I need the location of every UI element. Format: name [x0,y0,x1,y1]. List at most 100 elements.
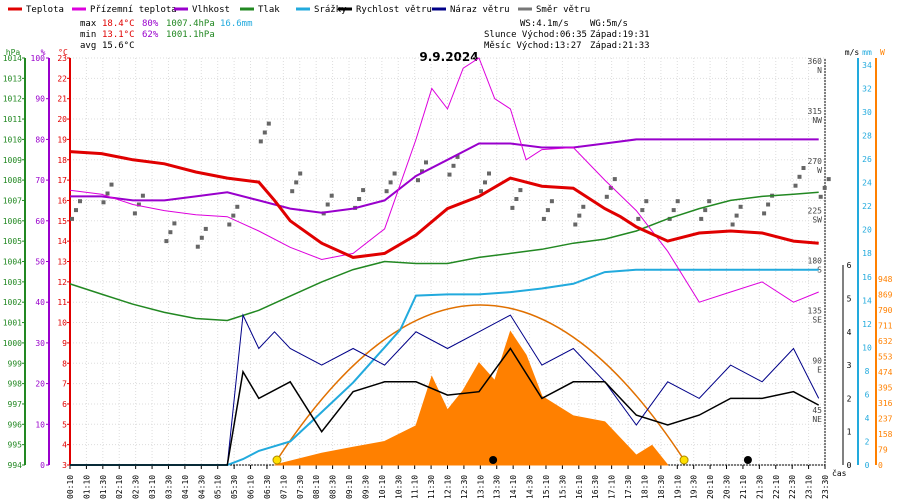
x-tick-label: 05:30 [230,475,239,499]
mm-tick-label: 24 [862,179,872,188]
direction-tick-label: 135 [808,306,823,315]
wind-direction-point [388,180,393,185]
stats-max-temp: 18.4°C [102,19,135,29]
hpa-tick-label: 999 [8,359,23,368]
stats-min-label: min [80,30,96,40]
x-tick-label: 11:10 [411,475,420,499]
pct-tick-label: 10 [35,420,45,429]
celsius-tick-label: 12 [57,278,67,287]
hpa-tick-label: 997 [8,400,23,409]
wm2-tick-label: 395 [878,384,893,393]
sun-set: Západ:19:31 [590,30,650,40]
x-tick-label: 18:10 [640,475,649,499]
axes: 00:10 01:10 01:30 02:10 02:30 03:10 03:30 04:10… [3,48,893,499]
x-tick-label: 02:10 [115,475,124,499]
wind-direction-point [325,202,330,207]
wm2-tick-label: 869 [878,291,893,300]
wind-direction-point [227,222,232,227]
mm-tick-label: 26 [862,155,872,164]
mm-tick-label: 0 [865,461,870,470]
x-tick-label: 21:10 [739,475,748,499]
direction-tick-label: NW [812,116,822,125]
wind-direction-point [231,213,236,218]
wm2-tick-label: 79 [878,446,888,455]
wind-direction-point [818,194,823,199]
wind-direction-point [640,208,645,213]
direction-tick-label: NE [812,415,822,424]
pct-tick-label: 30 [35,339,45,348]
pct-tick-label: 50 [35,258,45,267]
wind-direction-point [109,182,114,187]
wind-direction-point [801,166,806,170]
ground-temperature-line [69,57,819,303]
wind-direction-point [298,171,303,176]
mm-tick-label: 34 [862,61,872,70]
hpa-tick-label: 1000 [3,339,22,348]
wind-direction-point [199,235,204,240]
direction-tick-label: 225 [808,207,823,216]
wm2-tick-label: 553 [878,353,893,362]
x-tick-label: 15:30 [558,475,567,499]
sunrise-marker [272,455,282,465]
celsius-tick-label: 8 [62,359,67,368]
wind-direction-point [451,163,456,168]
wind-direction-point [329,193,334,198]
celsius-tick-label: 22 [57,74,67,83]
x-tick-label: 14:10 [509,475,518,499]
wind-direction-point [136,202,141,207]
x-tick-label: 03:10 [148,475,157,499]
wind-direction-point [357,197,362,201]
wind-direction-point [203,226,208,231]
wind-direction-point [168,230,173,235]
stats-rain-total: 16.6mm [220,19,253,29]
rain-line [70,268,819,466]
mm-tick-label: 4 [865,414,870,423]
wind-direction-point [101,200,106,205]
wind-direction-point [730,222,735,227]
wind-direction-point [487,171,491,176]
x-tick-label: 04:30 [197,475,206,499]
pressure-line [69,191,819,322]
legend-label: Srážky [314,5,347,15]
celsius-tick-label: 18 [57,156,67,165]
x-tick-label: 22:30 [788,475,797,499]
hpa-tick-label: 1012 [3,95,22,104]
direction-tick-label: 45 [812,406,822,415]
x-tick-label: 08:10 [312,475,321,499]
ms-tick-label: 2 [847,394,852,403]
celsius-tick-label: 6 [62,400,67,409]
ms-tick-label: 6 [847,261,852,270]
wind-direction-point [671,208,676,213]
wind-direction-point [416,178,420,183]
pct-tick-label: 80 [35,135,45,144]
direction-tick-label: E [817,365,822,374]
hpa-tick-label: 1008 [3,176,22,185]
wind-direction-point [797,174,802,179]
pct-tick-label: 90 [35,95,45,104]
wind-direction-point [510,205,515,210]
celsius-tick-label: 10 [57,319,67,328]
legend-label: Tlak [258,5,280,15]
hpa-tick-label: 1001 [3,319,22,328]
wind-direction-point [518,188,523,193]
legend-label: Náraz větru [450,5,510,15]
ms-axis-label: m/s [845,48,860,57]
wind-direction-point [541,216,546,221]
celsius-tick-label: 9 [62,339,67,348]
ws-value: WS:4.1m/s [520,19,569,29]
hpa-tick-label: 998 [8,380,23,389]
wind-direction-point [703,208,708,213]
wm2-tick-label: 0 [878,461,883,470]
moon-set: Západ:21:33 [590,41,650,51]
celsius-tick-label: 19 [57,135,67,144]
hpa-tick-label: 1009 [3,156,22,165]
wm2-tick-label: 158 [878,430,893,439]
x-tick-label: 17:10 [608,475,617,499]
moon-rise: Měsíc Východ:13:27 [484,41,582,51]
wind-direction-point [78,199,82,204]
wind-direction-point [762,211,767,216]
pct-tick-label: 100 [31,54,46,63]
hpa-tick-label: 1014 [3,54,22,63]
wind-direction-point [195,244,200,249]
mm-tick-label: 32 [862,85,872,94]
